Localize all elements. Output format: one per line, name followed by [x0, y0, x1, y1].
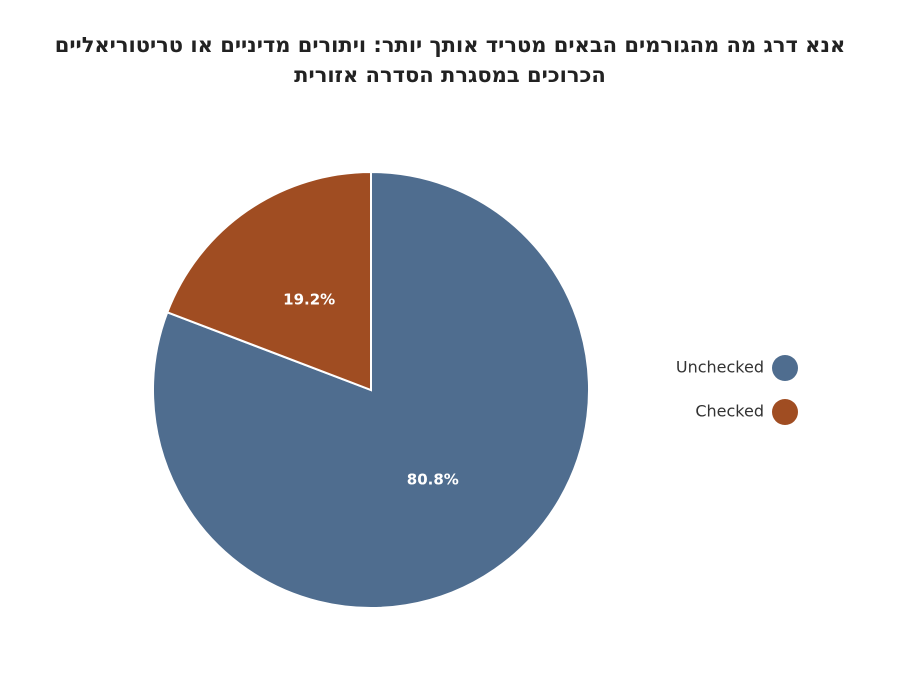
pie-slice-checked: [166, 170, 372, 392]
slice-value-label-checked: 19.2%: [283, 291, 335, 309]
slice-value-label-unchecked: 80.8%: [407, 470, 459, 488]
pie-value-labels: 80.8% 19.2%: [283, 291, 459, 489]
legend-label-checked: Checked: [695, 402, 764, 421]
chart-title-line-1: אנא דרג מה מהגורמים הבאים מטריד אותך יות…: [54, 33, 846, 57]
chart-title-line-2: הכרוכים במסגרת הסדרה אזורית: [294, 63, 606, 87]
legend: Unchecked Checked: [676, 355, 798, 425]
legend-marker-unchecked: [772, 355, 798, 381]
pie-slices: [152, 170, 590, 609]
legend-label-unchecked: Unchecked: [676, 358, 764, 377]
legend-marker-checked: [772, 399, 798, 425]
chart-title: אנא דרג מה מהגורמים הבאים מטריד אותך יות…: [20, 30, 880, 90]
